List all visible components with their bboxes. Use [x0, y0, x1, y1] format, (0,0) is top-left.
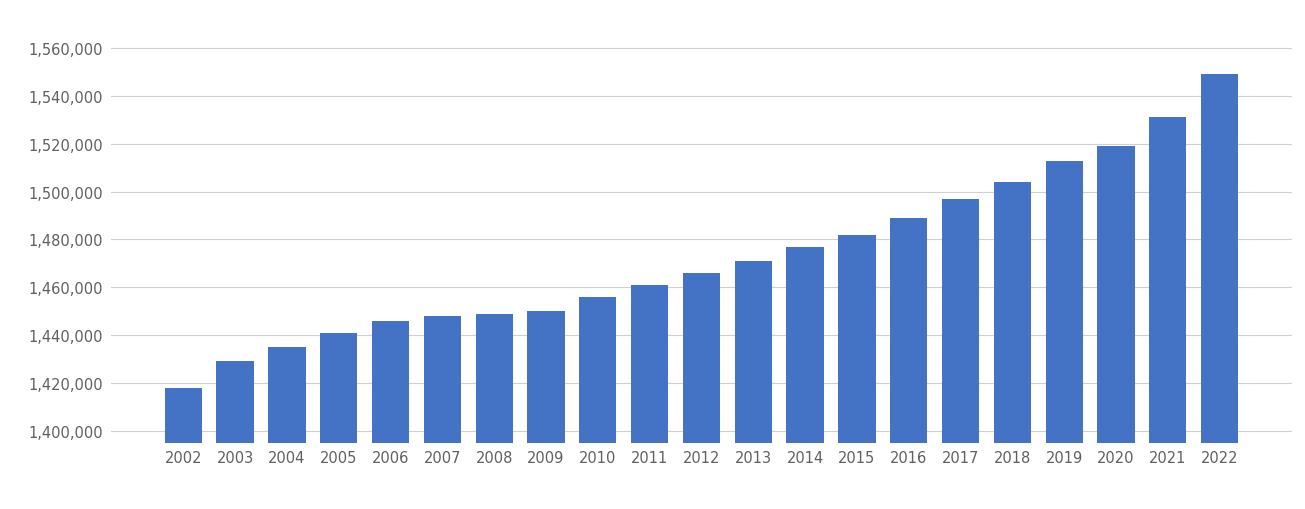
- Bar: [1201, 75, 1238, 509]
- Bar: [269, 347, 305, 509]
- Bar: [475, 314, 513, 509]
- Bar: [735, 262, 773, 509]
- Bar: [1150, 118, 1186, 509]
- Bar: [838, 235, 876, 509]
- Bar: [787, 247, 823, 509]
- Bar: [1098, 147, 1134, 509]
- Bar: [890, 218, 928, 509]
- Bar: [527, 312, 565, 509]
- Bar: [217, 362, 253, 509]
- Bar: [993, 183, 1031, 509]
- Bar: [683, 273, 720, 509]
- Bar: [630, 286, 668, 509]
- Bar: [372, 321, 410, 509]
- Bar: [579, 297, 616, 509]
- Bar: [942, 200, 979, 509]
- Bar: [1045, 161, 1083, 509]
- Bar: [424, 316, 461, 509]
- Bar: [164, 388, 202, 509]
- Bar: [320, 333, 358, 509]
